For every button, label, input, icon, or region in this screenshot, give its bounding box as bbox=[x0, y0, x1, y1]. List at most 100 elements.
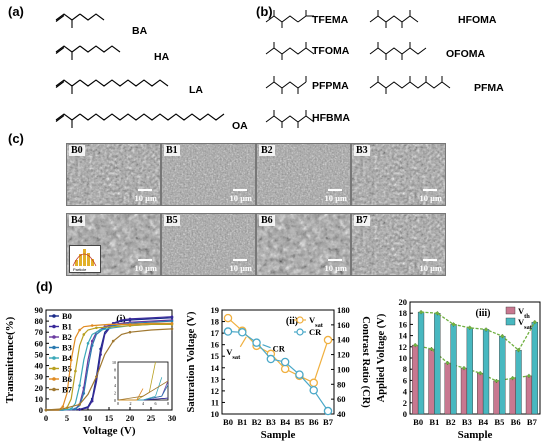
sem-image-b6: B6 10 μm bbox=[256, 213, 351, 276]
series-point-b1 bbox=[128, 317, 132, 321]
series-point-b7 bbox=[111, 339, 115, 343]
legend-label-b1: B1 bbox=[62, 322, 72, 332]
series-point-b3 bbox=[74, 407, 77, 411]
scale-bar-b3 bbox=[423, 189, 437, 191]
ytick-label-iii: 16 bbox=[399, 319, 408, 329]
ytick-label-iii: 12 bbox=[399, 342, 408, 352]
legend-label-b6: B6 bbox=[62, 374, 72, 384]
sem-image-b7: B7 10 μm bbox=[351, 213, 446, 276]
series-point-b4 bbox=[86, 342, 90, 345]
scale-text-b0: 10 μm bbox=[134, 193, 157, 203]
xtick-label-iii: B2 bbox=[446, 417, 456, 427]
bar-v_sat bbox=[450, 324, 457, 415]
series-point-cr bbox=[309, 385, 318, 395]
trend-point-v_th bbox=[413, 343, 417, 347]
legend-marker-v_sat bbox=[296, 316, 304, 324]
monomer-oa: OA bbox=[232, 120, 248, 132]
inset-ytick-label: 8 bbox=[114, 368, 116, 373]
monomer-la: LA bbox=[189, 84, 203, 96]
legend-marker-b3 bbox=[52, 345, 56, 350]
series-point-v_sat bbox=[223, 313, 233, 323]
particle-inset-label: Particle bbox=[73, 267, 87, 272]
bar-v_sat bbox=[499, 335, 506, 415]
trend-point-v_th bbox=[478, 371, 482, 375]
trend-point-v_sat bbox=[516, 348, 521, 352]
ytick-right-label-ii: 60 bbox=[337, 394, 346, 404]
ytick-label-ii: 12 bbox=[211, 386, 220, 396]
monomer-hfbma: HFBMA bbox=[312, 112, 350, 124]
bar-v_sat bbox=[482, 329, 490, 415]
ytick-right-label-ii: 40 bbox=[337, 409, 346, 419]
xtick-label-ii: B2 bbox=[252, 417, 262, 427]
ytick-label-i: 50 bbox=[35, 349, 44, 359]
sem-label-b7: B7 bbox=[354, 215, 370, 226]
bar-v_th bbox=[444, 362, 451, 415]
scale-text-b4: 10 μm bbox=[134, 263, 157, 273]
trend-point-v_sat bbox=[435, 311, 439, 315]
ytick-label-iii: 2 bbox=[403, 398, 407, 408]
ytick-label-i: 10 bbox=[35, 394, 44, 404]
sem-label-b5: B5 bbox=[164, 215, 180, 226]
ylabel-right-ii: Contrast Ratio (CR) bbox=[360, 316, 370, 408]
ytick-label-ii: 16 bbox=[211, 340, 220, 350]
annotation-vsat: Vsat bbox=[226, 347, 241, 361]
panel-a-label: (a) bbox=[8, 4, 24, 19]
monomer-tfoma: TFOMA bbox=[312, 45, 350, 57]
series-point-b6 bbox=[128, 323, 132, 326]
xtick-label-i: 10 bbox=[84, 413, 93, 423]
sem-label-b1: B1 bbox=[164, 145, 180, 156]
series-point-b3 bbox=[90, 344, 94, 347]
bar-v_th bbox=[460, 367, 468, 415]
trend-point-v_th bbox=[429, 347, 434, 351]
bar-v_th bbox=[525, 375, 533, 415]
series-point-b5 bbox=[82, 333, 86, 336]
series-point-b6 bbox=[69, 358, 73, 362]
annotation-arrow-vsat bbox=[239, 336, 247, 348]
ytick-label-iii: 18 bbox=[399, 308, 408, 318]
ytick-label-i: 0 bbox=[39, 405, 43, 415]
scale-text-b1: 10 μm bbox=[229, 193, 252, 203]
bar-v_th bbox=[493, 380, 500, 415]
legend-label-v_th: Vth bbox=[518, 306, 530, 320]
ytick-label-iii: 0 bbox=[403, 409, 407, 419]
panel-label-iii: (iii) bbox=[476, 308, 491, 319]
xtick-label-ii: B1 bbox=[237, 417, 247, 427]
legend-marker-b2 bbox=[52, 335, 56, 339]
inset-series-b6 bbox=[118, 388, 144, 401]
series-point-b4 bbox=[99, 328, 102, 332]
ytick-label-i: 40 bbox=[35, 361, 44, 371]
series-point-b4 bbox=[78, 384, 81, 387]
ytick-label-ii: 11 bbox=[211, 397, 219, 407]
sem-image-b2: B2 10 μm bbox=[256, 143, 351, 206]
xtick-label-ii: B0 bbox=[223, 417, 233, 427]
bar-v_sat bbox=[434, 313, 441, 415]
monomer-hfoma: HFOMA bbox=[458, 14, 497, 26]
ytick-label-iii: 20 bbox=[399, 297, 408, 307]
sem-label-b2: B2 bbox=[259, 145, 275, 156]
ytick-label-i: 80 bbox=[35, 316, 44, 326]
trend-point-v_sat bbox=[484, 327, 488, 332]
panel-b-structures bbox=[265, 10, 451, 128]
xtick-label-i: 20 bbox=[126, 413, 135, 423]
series-point-b7 bbox=[128, 330, 132, 334]
xlabel-i: Voltage (V) bbox=[82, 425, 135, 437]
legend-marker-b1 bbox=[52, 324, 56, 329]
series-point-b1 bbox=[99, 353, 102, 356]
series-point-cr bbox=[266, 354, 276, 364]
panel-c-label: (c) bbox=[8, 131, 24, 146]
xtick-label-iii: B5 bbox=[494, 417, 504, 427]
xtick-label-iii: B3 bbox=[462, 417, 472, 427]
inset-frame-i bbox=[117, 361, 169, 401]
trend-point-v_sat bbox=[533, 320, 537, 324]
inset-ytick-label: 6 bbox=[114, 375, 116, 380]
xtick-label-iii: B7 bbox=[527, 417, 538, 427]
sem-image-b5: B5 10 μm bbox=[161, 213, 256, 276]
scale-bar-b2 bbox=[328, 189, 342, 191]
inset-ytick-label: 4 bbox=[114, 383, 116, 388]
legend-marker-b6 bbox=[52, 377, 56, 381]
ytick-label-iii: 10 bbox=[399, 353, 408, 363]
scale-text-b3: 10 μm bbox=[419, 193, 442, 203]
panel-label-ii: (ii) bbox=[286, 316, 298, 327]
ytick-label-ii: 13 bbox=[211, 374, 220, 384]
